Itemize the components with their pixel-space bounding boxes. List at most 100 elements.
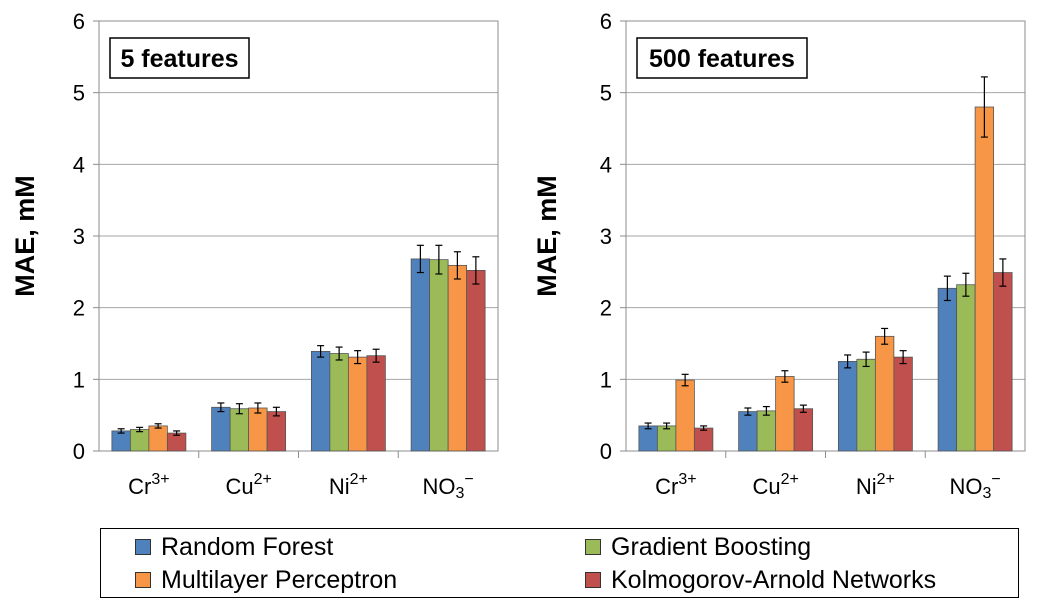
chart1-y-tick-label: 2 [600,296,612,321]
chart1-error-bar-multilayer-perceptron-ni2 [881,327,889,345]
chart0-annotation-text: 5 features [120,45,238,73]
chart1-error-bar-multilayer-perceptron-cu2 [781,370,789,383]
chart1-bar-kolmogorov-arnold-networks-cu2 [793,408,814,452]
chart0-bar-gradient-boosting-ni2 [329,353,349,452]
chart0-error-bar-random-forest-cu2 [217,402,225,413]
chart0-bar-gradient-boosting-no3 [429,259,449,452]
chart0-bar-gradient-boosting-cr3 [129,429,150,452]
legend-label-multilayer-perceptron: Multilayer Perceptron [161,565,398,594]
legend: Random Forest Gradient Boosting Multilay… [100,528,1019,598]
chart1-error-bar-random-forest-ni2 [844,354,852,369]
legend-label-kolmogorov-arnold-networks: Kolmogorov-Arnold Networks [611,565,937,594]
legend-item-multilayer-perceptron: Multilayer Perceptron [135,565,397,595]
chart1-error-bar-random-forest-cr3 [644,422,652,430]
chart1-annotation-text: 500 features [649,45,795,73]
chart1-y-tick-label: 6 [600,9,612,34]
chart0-error-bar-kolmogorov-arnold-networks-cu2 [272,406,280,417]
chart0-error-bar-kolmogorov-arnold-networks-ni2 [372,348,380,363]
chart0-bar-multilayer-perceptron-cr3 [148,425,168,452]
chart0-error-bar-gradient-boosting-cu2 [235,403,243,415]
chart1-bar-gradient-boosting-no3 [956,284,976,452]
chart1-y-tick-label: 5 [600,81,612,106]
chart1-bar-multilayer-perceptron-cr3 [675,379,695,452]
chart1-bar-gradient-boosting-cu2 [756,410,777,452]
chart1-bar-random-forest-cr3 [638,425,658,452]
chart1-x-tick-label: Ni2+ [856,471,895,499]
chart1-bar-gradient-boosting-cr3 [656,425,677,452]
chart0-error-bar-multilayer-perceptron-cu2 [254,402,262,414]
chart0-annotation-box: 5 features [109,37,250,79]
chart0-bar-multilayer-perceptron-no3 [447,264,468,452]
chart1-bar-random-forest-ni2 [837,361,858,452]
chart0-error-bar-gradient-boosting-no3 [435,244,443,275]
chart0-x-tick-label: Ni2+ [329,471,368,499]
chart0-x-tick-label: Cu2+ [225,471,271,499]
chart1-error-bar-kolmogorov-arnold-networks-cu2 [799,404,807,413]
chart0-bar-kolmogorov-arnold-networks-cu2 [266,411,287,452]
chart1-bar-kolmogorov-arnold-networks-ni2 [893,356,913,452]
chart0-bar-multilayer-perceptron-cu2 [248,407,268,452]
legend-item-random-forest: Random Forest [135,532,333,562]
chart1-bar-multilayer-perceptron-ni2 [874,335,895,452]
legend-item-kolmogorov-arnold-networks: Kolmogorov-Arnold Networks [585,565,936,595]
chart1-bar-multilayer-perceptron-cu2 [775,376,795,452]
chart1-bar-gradient-boosting-ni2 [856,358,876,452]
chart1-x-tick-label: NO3− [950,471,1001,502]
chart1-bar-random-forest-no3 [937,287,958,452]
chart1-bar-kolmogorov-arnold-networks-no3 [993,272,1013,452]
chart1-error-bar-kolmogorov-arnold-networks-no3 [999,258,1007,287]
legend-swatch-random-forest [135,539,151,555]
chart0-bar-random-forest-cr3 [111,430,131,452]
chart0-y-axis-label: MAE, mM [10,175,40,297]
chart0-y-tick-label: 5 [73,81,85,106]
chart0-error-bar-multilayer-perceptron-no3 [453,251,461,280]
chart1-bar-multilayer-perceptron-no3 [974,106,995,452]
chart0-bar-gradient-boosting-cu2 [229,408,250,452]
chart0-error-bar-random-forest-no3 [416,244,424,274]
chart1-y-tick-label: 0 [600,439,612,464]
chart0-error-bar-random-forest-ni2 [317,345,325,358]
chart0-bar-random-forest-cu2 [211,406,231,452]
chart1-annotation-box: 500 features [636,37,808,79]
chart0-bar-kolmogorov-arnold-networks-no3 [466,269,486,452]
chart1-error-bar-gradient-boosting-no3 [962,272,970,297]
chart0-y-tick-label: 2 [73,296,85,321]
chart1-error-bar-gradient-boosting-cr3 [663,422,671,430]
chart0-error-bar-multilayer-perceptron-ni2 [354,350,362,365]
legend-item-gradient-boosting: Gradient Boosting [585,532,811,562]
chart0-error-bar-kolmogorov-arnold-networks-no3 [472,256,480,285]
chart1-error-bar-gradient-boosting-ni2 [862,351,870,368]
chart0-y-tick-label: 0 [73,439,85,464]
chart0-error-bar-multilayer-perceptron-cr3 [154,423,162,429]
legend-label-random-forest: Random Forest [161,532,334,561]
chart1-y-tick-label: 4 [600,152,612,177]
chart1-y-axis-label: MAE, mM [532,175,562,297]
chart0-error-bar-gradient-boosting-ni2 [335,346,343,361]
chart0-x-tick-label: Cr3+ [128,471,169,499]
legend-label-gradient-boosting: Gradient Boosting [611,532,812,561]
legend-swatch-gradient-boosting [585,539,601,555]
chart1-error-bar-random-forest-no3 [943,275,951,302]
chart1-error-bar-kolmogorov-arnold-networks-ni2 [899,350,907,365]
chart1-bar-random-forest-cu2 [738,411,758,452]
chart0-error-bar-random-forest-cr3 [117,428,125,434]
chart0-error-bar-kolmogorov-arnold-networks-cr3 [173,430,181,436]
chart0-bar-random-forest-ni2 [310,350,331,452]
chart1-bar-kolmogorov-arnold-networks-cr3 [693,427,714,452]
chart1-y-tick-label: 1 [600,367,612,392]
chart0-error-bar-gradient-boosting-cr3 [136,426,144,433]
chart0-y-tick-label: 1 [73,367,85,392]
chart0-y-tick-label: 3 [73,224,85,249]
chart0-x-tick-label: NO3− [423,471,474,502]
legend-swatch-kolmogorov-arnold-networks [585,572,601,588]
chart1-error-bar-multilayer-perceptron-cr3 [681,373,689,387]
legend-swatch-multilayer-perceptron [135,572,151,588]
chart1-error-bar-random-forest-cu2 [744,407,752,416]
chart-500-features: MAE, mM 0 1 2 3 4 5 6 Cr3+ Cu2+ Ni2+ NO3− 500 featur… [532,9,1026,502]
chart0-y-tick-label: 6 [73,9,85,34]
chart0-bar-kolmogorov-arnold-networks-ni2 [366,355,386,452]
chart1-error-bar-multilayer-perceptron-no3 [980,76,988,138]
chart0-bar-random-forest-no3 [410,258,431,452]
chart1-error-bar-gradient-boosting-cu2 [762,405,770,416]
